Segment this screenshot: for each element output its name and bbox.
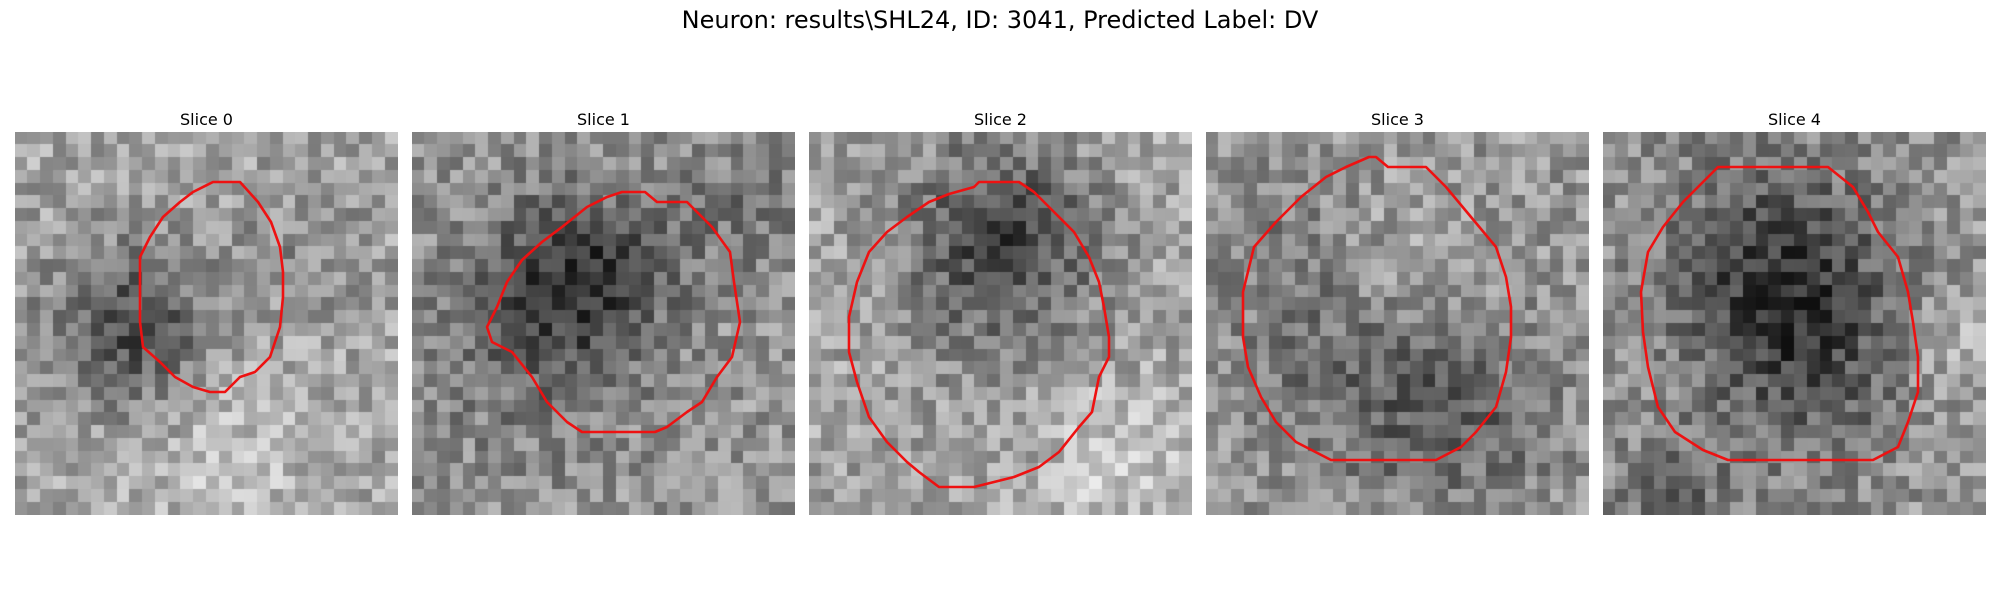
slice-contour-layer bbox=[138, 180, 285, 394]
slice-title: Slice 2 bbox=[974, 110, 1027, 129]
slice-contour-layer bbox=[847, 180, 1111, 489]
slice-image bbox=[1206, 132, 1589, 515]
slice-title: Slice 4 bbox=[1768, 110, 1821, 129]
slice-image bbox=[412, 132, 795, 515]
segmentation-contour bbox=[1241, 155, 1513, 462]
slice-image bbox=[809, 132, 1192, 515]
figure-title: Neuron: results\SHL24, ID: 3041, Predict… bbox=[681, 6, 1319, 34]
slice-contour-layer bbox=[1639, 165, 1920, 462]
slice-title: Slice 1 bbox=[577, 110, 630, 129]
slice-panel-4: Slice 4 bbox=[1603, 108, 1986, 515]
segmentation-contour bbox=[138, 180, 285, 394]
slice-panel-1: Slice 1 bbox=[412, 108, 795, 515]
segmentation-contour bbox=[485, 190, 742, 434]
slice-title: Slice 3 bbox=[1371, 110, 1424, 129]
segmentation-contour bbox=[847, 180, 1111, 489]
slice-panel-3: Slice 3 bbox=[1206, 108, 1589, 515]
slice-image bbox=[15, 132, 398, 515]
slice-panel-0: Slice 0 bbox=[15, 108, 398, 515]
slice-title: Slice 0 bbox=[180, 110, 233, 129]
slice-panel-2: Slice 2 bbox=[809, 108, 1192, 515]
slice-image bbox=[1603, 132, 1986, 515]
slice-contour-layer bbox=[1241, 155, 1513, 462]
slice-contour-layer bbox=[485, 190, 742, 434]
segmentation-contour bbox=[1639, 165, 1920, 462]
